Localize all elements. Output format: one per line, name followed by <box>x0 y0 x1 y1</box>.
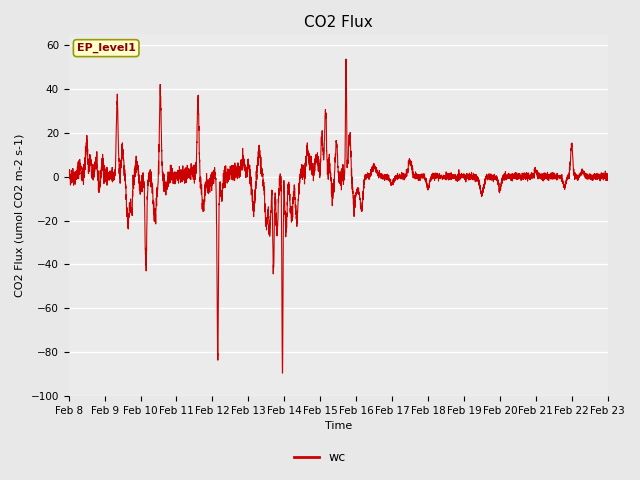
Title: CO2 Flux: CO2 Flux <box>304 15 372 30</box>
Legend: wc: wc <box>289 446 351 469</box>
Y-axis label: CO2 Flux (umol CO2 m-2 s-1): CO2 Flux (umol CO2 m-2 s-1) <box>15 133 25 297</box>
X-axis label: Time: Time <box>324 421 352 432</box>
Text: EP_level1: EP_level1 <box>77 43 136 53</box>
